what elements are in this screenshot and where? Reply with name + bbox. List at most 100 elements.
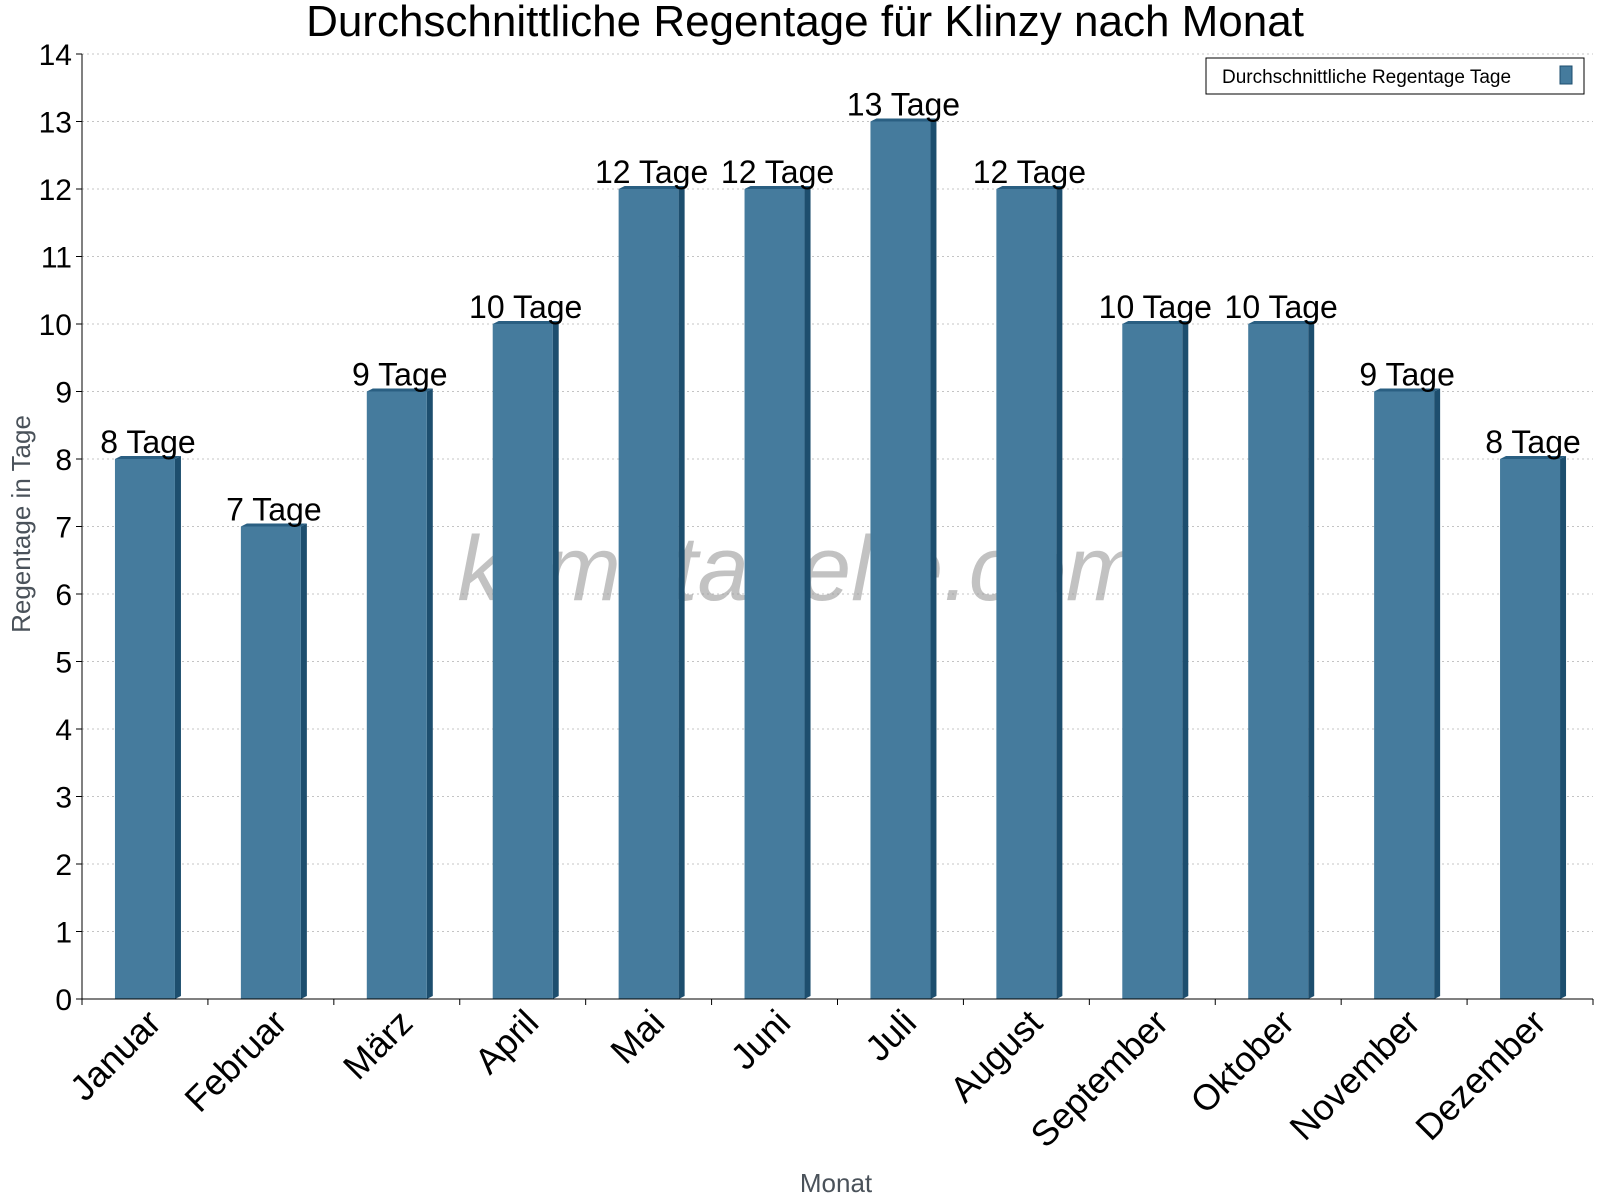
bar-side: [174, 456, 181, 999]
y-tick-label: 13: [39, 107, 72, 140]
bar[interactable]: [870, 118, 937, 1000]
y-tick-label: 0: [55, 984, 72, 1017]
data-label: 10 Tage: [1225, 289, 1338, 325]
bar-side: [426, 388, 433, 999]
bar-top: [1122, 321, 1189, 324]
y-tick-label: 7: [55, 512, 72, 545]
x-tick-label: Februar: [176, 1002, 294, 1120]
bar-front: [1500, 459, 1561, 999]
bar-top: [744, 186, 811, 189]
bar-top: [492, 321, 559, 324]
bar-top: [114, 456, 181, 459]
bar-side: [1308, 321, 1315, 999]
bar-front: [1374, 391, 1435, 999]
data-labels: 8 Tage 7 Tage 9 Tage 10 Tage 12 Tage 12 Tage 1…: [100, 87, 1581, 528]
bar-side: [1560, 456, 1567, 999]
bar[interactable]: [996, 186, 1063, 999]
x-tick-label: Mai: [602, 1002, 672, 1072]
bar-side: [1434, 388, 1441, 999]
y-tick-label: 12: [39, 174, 72, 207]
bar-side: [1056, 186, 1063, 999]
bar-top: [870, 118, 937, 122]
bar-top: [1248, 321, 1315, 324]
x-tick-label: Januar: [62, 1002, 169, 1109]
bar-front: [492, 324, 553, 999]
y-tick-label: 10: [39, 309, 72, 342]
bar-front: [1122, 324, 1183, 999]
bar-front: [618, 189, 679, 999]
legend[interactable]: Durchschnittliche Regentage Tage: [1205, 57, 1585, 95]
data-label: 12 Tage: [595, 154, 708, 190]
bar-front: [744, 189, 805, 999]
y-axis-title: Regentage in Tage: [6, 415, 36, 633]
bar-front: [870, 121, 931, 999]
bar-top: [1374, 388, 1441, 392]
bar[interactable]: [1122, 321, 1189, 999]
bar[interactable]: [744, 186, 811, 999]
bar-front: [114, 459, 175, 999]
data-label: 9 Tage: [352, 357, 448, 393]
x-tick-label: September: [1022, 1002, 1176, 1156]
x-tick-label: Oktober: [1182, 1002, 1302, 1122]
bar[interactable]: [618, 186, 685, 999]
y-tick-label: 5: [55, 647, 72, 680]
bar-front: [366, 391, 427, 999]
y-tick-label: 14: [39, 39, 72, 72]
bar[interactable]: [1374, 388, 1441, 1000]
data-label: 10 Tage: [1099, 289, 1212, 325]
bar-top: [1500, 456, 1567, 459]
bar[interactable]: [492, 321, 559, 999]
x-tick-label: Juni: [723, 1002, 799, 1078]
y-tick-label: 2: [55, 849, 72, 882]
legend-swatch: [1559, 65, 1573, 85]
bar-front: [240, 526, 301, 999]
bar-top: [366, 388, 433, 392]
x-tick-label: Dezember: [1407, 1002, 1553, 1148]
data-label: 12 Tage: [973, 154, 1086, 190]
bar-side: [678, 186, 685, 999]
bar[interactable]: [114, 456, 181, 999]
legend-box: [1205, 57, 1585, 95]
bars: [114, 118, 1567, 1000]
data-label: 8 Tage: [100, 424, 196, 460]
x-tick-label: Juli: [857, 1002, 924, 1069]
bar[interactable]: [366, 388, 433, 1000]
data-label: 13 Tage: [847, 87, 960, 123]
bar-side: [1182, 321, 1189, 999]
x-tick-label: März: [335, 1002, 421, 1088]
x-axis-title: Monat: [800, 1168, 873, 1198]
bar-front: [996, 189, 1057, 999]
bar-top: [618, 186, 685, 189]
y-tick-label: 11: [41, 242, 72, 275]
bar-top: [996, 186, 1063, 189]
data-label: 10 Tage: [469, 289, 582, 325]
data-label: 9 Tage: [1359, 357, 1455, 393]
y-tick-label: 3: [55, 782, 72, 815]
y-tick-label: 4: [55, 714, 72, 747]
bar[interactable]: [1500, 456, 1567, 999]
chart-title: Durchschnittliche Regentage für Klinzy n…: [306, 0, 1304, 46]
grid-lines: [82, 53, 1593, 932]
axes: [76, 53, 1594, 1005]
y-tick-label: 1: [55, 917, 72, 950]
data-label: 7 Tage: [226, 492, 322, 528]
bar[interactable]: [1248, 321, 1315, 999]
bar-front: [1248, 324, 1309, 999]
bar-side: [300, 523, 307, 999]
x-tick-labels: Januar Februar März April Mai Juni Juli AugustS…: [62, 1002, 1554, 1156]
y-tick-label: 9: [55, 377, 72, 410]
legend-label: Durchschnittliche Regentage Tage: [1222, 67, 1511, 88]
y-tick-label: 8: [55, 444, 72, 477]
y-tick-label: 6: [55, 579, 72, 612]
x-tick-label: August: [942, 1002, 1050, 1110]
bar-top: [240, 523, 307, 527]
x-tick-label: November: [1281, 1002, 1427, 1148]
data-label: 12 Tage: [721, 154, 834, 190]
bar-side: [552, 321, 559, 999]
bar-side: [804, 186, 811, 999]
bar[interactable]: [240, 523, 307, 1000]
data-label: 8 Tage: [1485, 424, 1581, 460]
